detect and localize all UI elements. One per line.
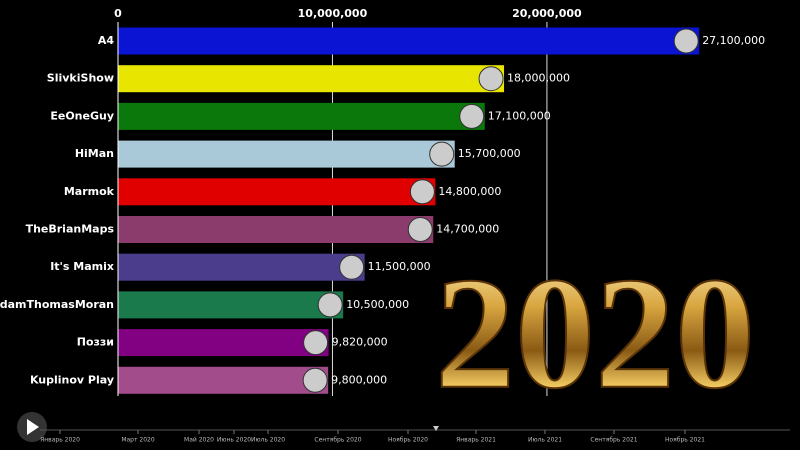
- bar: [118, 102, 485, 130]
- category-label: AdamThomasMoran: [0, 298, 114, 311]
- category-label: Kuplinov Play: [30, 373, 114, 386]
- bar: [118, 253, 365, 281]
- avatar: [407, 217, 433, 242]
- avatar: [459, 103, 485, 129]
- avatar: [339, 254, 365, 280]
- timeline-label: Ноябрь 2021: [665, 437, 705, 444]
- timeline-label: Ноябрь 2020: [388, 437, 428, 444]
- value-label: 27,100,000: [702, 34, 765, 47]
- timeline-label: Июль 2020: [251, 437, 285, 444]
- timeline-label: Январь 2021: [456, 437, 496, 444]
- bar: [118, 178, 436, 206]
- bar: [118, 366, 329, 394]
- avatar: [409, 179, 435, 205]
- avatar: [303, 330, 329, 356]
- avatar: [478, 66, 504, 92]
- value-label: 11,500,000: [368, 260, 431, 273]
- year-annotation: 2020: [435, 244, 755, 422]
- bar: [118, 329, 329, 357]
- timeline-label: Июль 2021: [528, 437, 562, 444]
- value-label: 14,700,000: [436, 223, 499, 236]
- category-label: Marmok: [64, 185, 115, 198]
- timeline-cursor[interactable]: [433, 426, 439, 431]
- avatar: [302, 367, 328, 393]
- x-tick-label: 10,000,000: [298, 7, 368, 20]
- bar: [118, 65, 505, 93]
- avatar: [673, 28, 699, 54]
- value-label: 9,800,000: [331, 373, 387, 386]
- avatar: [317, 292, 343, 318]
- value-label: 15,700,000: [458, 147, 521, 160]
- timeline-label: Сентябрь 2020: [314, 437, 361, 444]
- value-label: 18,000,000: [507, 72, 570, 85]
- play-icon[interactable]: [27, 419, 39, 435]
- bar: [118, 140, 455, 168]
- timeline-label: Июнь 2020: [217, 437, 251, 444]
- timeline-label: Январь 2020: [40, 437, 80, 444]
- category-label: SlivkiShow: [47, 72, 114, 85]
- bar: [118, 291, 344, 319]
- category-label: EeOneGuy: [50, 109, 114, 122]
- value-label: 17,100,000: [488, 109, 551, 122]
- avatar: [429, 141, 455, 167]
- x-tick-label: 20,000,000: [512, 7, 582, 20]
- category-label: TheBrianMaps: [26, 223, 115, 236]
- timeline-label: Март 2020: [121, 437, 155, 444]
- value-label: 14,800,000: [438, 185, 501, 198]
- timeline-label: Сентябрь 2021: [590, 437, 637, 444]
- bar: [118, 27, 700, 55]
- timeline-label: Май 2020: [184, 437, 214, 444]
- category-label: Поззи: [77, 336, 114, 349]
- value-label: 9,820,000: [332, 336, 388, 349]
- category-label: It's Mamix: [50, 260, 114, 273]
- bar: [118, 216, 434, 243]
- category-label: A4: [98, 34, 115, 47]
- category-label: HiMan: [75, 147, 114, 160]
- value-label: 10,500,000: [346, 298, 409, 311]
- x-tick-label: 0: [114, 7, 122, 20]
